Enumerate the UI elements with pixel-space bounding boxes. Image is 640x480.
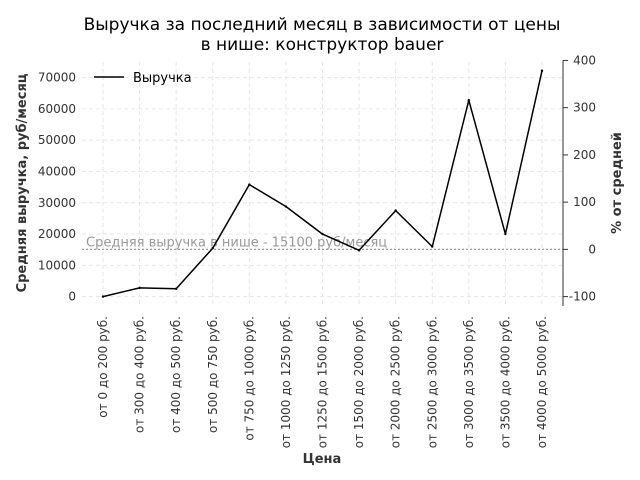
- x-tick-label: от 3000 до 3500 руб.: [462, 316, 476, 448]
- x-tick-label: от 300 до 400 руб.: [133, 316, 147, 433]
- y-axis-label-left: Средняя выручка, руб/месяц: [15, 73, 30, 292]
- data-point: [394, 209, 397, 212]
- x-tick-label: от 500 до 750 руб.: [206, 316, 220, 433]
- average-layer: Средняя выручка в нише - 15100 руб/месяц: [82, 235, 563, 250]
- y-tick-label-left: 10000: [38, 258, 76, 272]
- data-point: [540, 69, 544, 72]
- legend-label: Выручка: [133, 71, 192, 86]
- series-layer: [101, 69, 544, 298]
- average-label: Средняя выручка в нише - 15100 руб/месяц: [86, 235, 387, 250]
- y-tick-label-left: 30000: [38, 196, 76, 210]
- x-tick-label: от 750 до 1000 руб.: [242, 316, 256, 441]
- y-tick-label-right: 200: [573, 148, 596, 162]
- y-axis-label-right: % от средней: [610, 132, 625, 234]
- data-point: [211, 246, 214, 250]
- axes: 0 10000 20000 30000 40000 50000 60000 70000 -100…: [38, 53, 596, 306]
- x-tick-label: от 2000 до 2500 руб.: [389, 316, 403, 448]
- data-point: [467, 98, 471, 102]
- x-tick-labels: от 0 до 200 руб. от 300 до 400 руб. от 400…: [96, 316, 549, 448]
- x-tick-label: от 400 до 500 руб.: [169, 316, 183, 433]
- y-tick-label-left: 60000: [38, 102, 76, 116]
- data-point: [504, 232, 507, 236]
- y-tick-label-right: -100: [569, 290, 596, 304]
- data-point: [431, 245, 434, 248]
- y-tick-label-right: 0: [588, 242, 596, 256]
- grid: [82, 62, 563, 306]
- x-axis-label: Цена: [303, 452, 342, 467]
- data-point: [357, 249, 361, 252]
- x-tick-label: от 1000 до 1250 руб.: [279, 316, 293, 448]
- y-tick-label-right: 300: [573, 101, 596, 115]
- y-tick-label-left: 50000: [38, 133, 76, 147]
- x-tick-label: от 3500 до 4000 руб.: [498, 316, 512, 448]
- y-tick-label-left: 0: [68, 290, 76, 304]
- x-tick-label: от 4000 до 5000 руб.: [535, 316, 549, 448]
- data-point: [174, 287, 178, 290]
- x-tick-label: от 0 до 200 руб.: [96, 316, 110, 418]
- x-tick-label: от 2500 до 3000 руб.: [425, 316, 439, 448]
- data-point: [284, 205, 288, 208]
- chart-title-line-2: в нише: конструктор bauer: [201, 35, 444, 55]
- data-point: [138, 286, 141, 290]
- data-point: [321, 232, 324, 236]
- y-tick-label-right: 400: [573, 53, 596, 67]
- y-tick-label-right: 100: [573, 195, 596, 209]
- data-point: [101, 295, 105, 298]
- legend: Выручка: [94, 71, 192, 86]
- x-tick-label: от 1500 до 2000 руб.: [352, 316, 366, 448]
- chart-title: Выручка за последний месяц в зависимости…: [84, 15, 561, 55]
- y-tick-label-left: 40000: [38, 164, 76, 178]
- y-tick-label-left: 20000: [38, 227, 76, 241]
- data-point: [248, 183, 251, 186]
- x-tick-label: от 1250 до 1500 руб.: [316, 316, 330, 448]
- chart-title-line-1: Выручка за последний месяц в зависимости…: [84, 15, 561, 35]
- y-tick-label-left: 70000: [38, 71, 76, 85]
